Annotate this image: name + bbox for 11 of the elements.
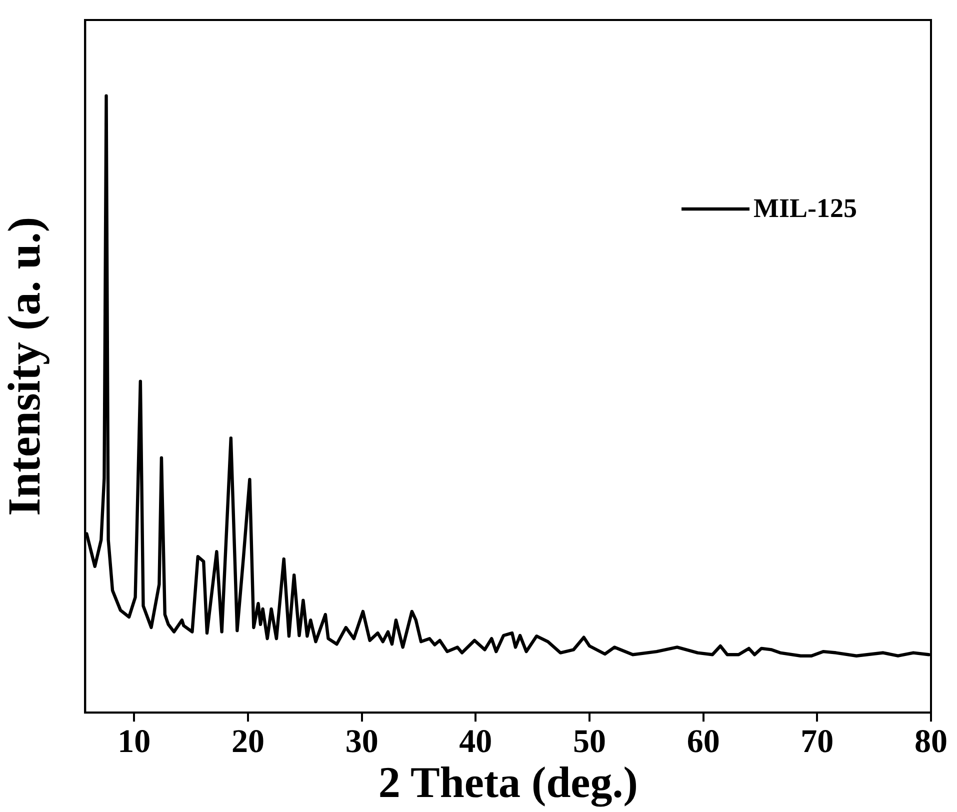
x-tick-label: 50 bbox=[572, 724, 606, 760]
x-tick-label: 80 bbox=[914, 724, 948, 760]
x-tick-label: 10 bbox=[118, 724, 151, 760]
legend-label: MIL-125 bbox=[754, 192, 858, 223]
x-tick-label: 60 bbox=[686, 724, 720, 760]
y-axis-title: Intensity (a. u.) bbox=[0, 216, 50, 516]
x-axis-title: 2 Theta (deg.) bbox=[378, 758, 638, 807]
x-tick-label: 70 bbox=[800, 724, 834, 760]
x-tick-label: 20 bbox=[231, 724, 264, 760]
x-tick-label: 40 bbox=[459, 724, 492, 760]
x-tick-label: 30 bbox=[345, 724, 378, 760]
